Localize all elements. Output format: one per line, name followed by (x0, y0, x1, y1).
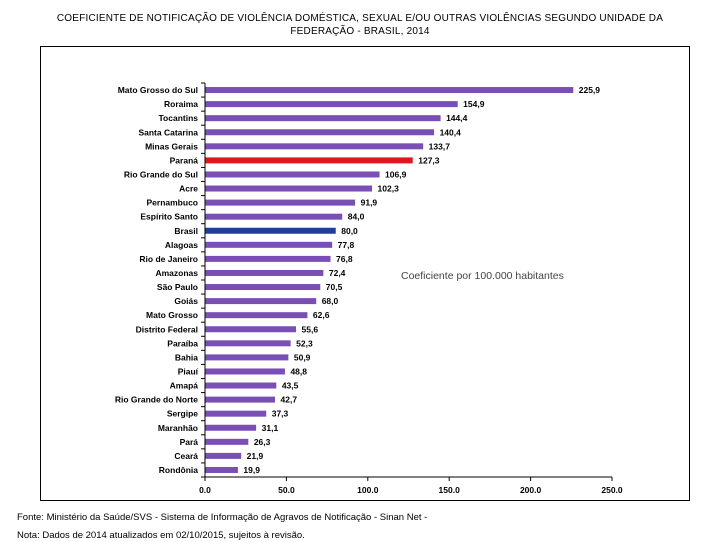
category-label: Bahia (175, 352, 198, 362)
chart-title-line-1: COEFICIENTE DE NOTIFICAÇÃO DE VIOLÊNCIA … (56, 13, 664, 24)
data-label: 76,8 (336, 254, 353, 264)
category-label: Rio Grande do Sul (124, 169, 198, 179)
x-tick-label: 250.0 (601, 485, 623, 495)
category-label: Mato Grosso do Sul (118, 85, 198, 95)
category-label: Amazonas (155, 268, 198, 278)
data-label: 154,9 (463, 99, 485, 109)
bar (205, 424, 257, 431)
category-label: Alagoas (165, 240, 198, 250)
data-label: 133,7 (429, 141, 451, 151)
category-label: Distrito Federal (136, 324, 198, 334)
annotation-label: Coeficiente por 100.000 habitantes (401, 270, 564, 282)
category-label: Tocantins (158, 113, 198, 123)
category-label: Paraná (170, 155, 199, 165)
bar (205, 410, 267, 417)
category-label: Sergipe (167, 409, 198, 419)
data-label: 70,5 (326, 282, 343, 292)
data-label: 127,3 (418, 155, 440, 165)
data-label: 48,8 (290, 366, 307, 376)
data-label: 106,9 (385, 169, 407, 179)
x-tick-label: 50.0 (278, 485, 295, 495)
data-label: 55,6 (302, 324, 319, 334)
category-label: Brasil (174, 226, 198, 236)
category-label: Maranhão (158, 423, 198, 433)
bar (205, 185, 373, 192)
source-note: Fonte: Ministério da Saúde/SVS - Sistema… (17, 512, 428, 523)
x-tick-label: 150.0 (439, 485, 461, 495)
chart-frame (40, 46, 690, 501)
category-label: Santa Catarina (138, 127, 198, 137)
category-label: Rio de Janeiro (139, 254, 198, 264)
bar (205, 101, 458, 108)
bar (205, 269, 324, 276)
data-label: 77,8 (338, 240, 355, 250)
bar (205, 326, 297, 333)
data-label: 62,6 (313, 310, 330, 320)
bar (205, 438, 249, 445)
category-label: Roraima (164, 99, 198, 109)
category-label: Mato Grosso (146, 310, 198, 320)
bar (205, 298, 317, 305)
category-label: Goiás (174, 296, 198, 306)
bar (205, 143, 424, 150)
x-tick-label: 200.0 (520, 485, 542, 495)
x-tick-label: 100.0 (357, 485, 379, 495)
category-label: Ceará (174, 451, 198, 461)
chart-title-line-2: FEDERAÇÃO - BRASIL, 2014 (290, 26, 430, 37)
bar (205, 157, 413, 164)
bar (205, 255, 331, 262)
category-label: Rio Grande do Norte (115, 395, 198, 405)
category-label: São Paulo (157, 282, 198, 292)
bar (205, 129, 435, 136)
data-label: 43,5 (282, 381, 299, 391)
data-label: 19,9 (243, 465, 260, 475)
data-label: 31,1 (262, 423, 279, 433)
bar (205, 340, 291, 347)
category-label: Rondônia (159, 465, 198, 475)
bar (205, 115, 441, 122)
data-label: 26,3 (254, 437, 271, 447)
data-label: 80,0 (341, 226, 358, 236)
data-label: 42,7 (281, 395, 298, 405)
data-label: 72,4 (329, 268, 346, 278)
bar (205, 87, 574, 94)
category-label: Paraíba (167, 338, 198, 348)
bar (205, 171, 380, 178)
category-label: Espírito Santo (140, 212, 198, 222)
x-tick-label: 0.0 (199, 485, 211, 495)
bar (205, 227, 336, 234)
bar (205, 284, 321, 291)
category-label: Acre (179, 184, 198, 194)
data-label: 50,9 (294, 352, 311, 362)
data-label: 225,9 (579, 85, 601, 95)
bar (205, 241, 333, 248)
data-label: 144,4 (446, 113, 468, 123)
bar (205, 368, 285, 375)
data-label: 102,3 (378, 184, 400, 194)
data-label: 37,3 (272, 409, 289, 419)
data-label: 84,0 (348, 212, 365, 222)
data-label: 140,4 (440, 127, 462, 137)
data-label: 52,3 (296, 338, 313, 348)
data-note: Nota: Dados de 2014 atualizados em 02/10… (17, 530, 305, 541)
bar (205, 466, 238, 473)
data-label: 21,9 (247, 451, 264, 461)
bar (205, 354, 289, 361)
bar (205, 396, 276, 403)
category-label: Minas Gerais (145, 141, 198, 151)
bar (205, 452, 242, 459)
category-label: Piauí (178, 366, 199, 376)
bar (205, 312, 308, 319)
category-label: Pará (180, 437, 199, 447)
data-label: 91,9 (361, 198, 378, 208)
data-label: 68,0 (322, 296, 339, 306)
bar (205, 199, 356, 206)
category-label: Pernambuco (147, 198, 199, 208)
bar (205, 382, 277, 389)
category-label: Amapá (170, 381, 199, 391)
bar (205, 213, 343, 220)
